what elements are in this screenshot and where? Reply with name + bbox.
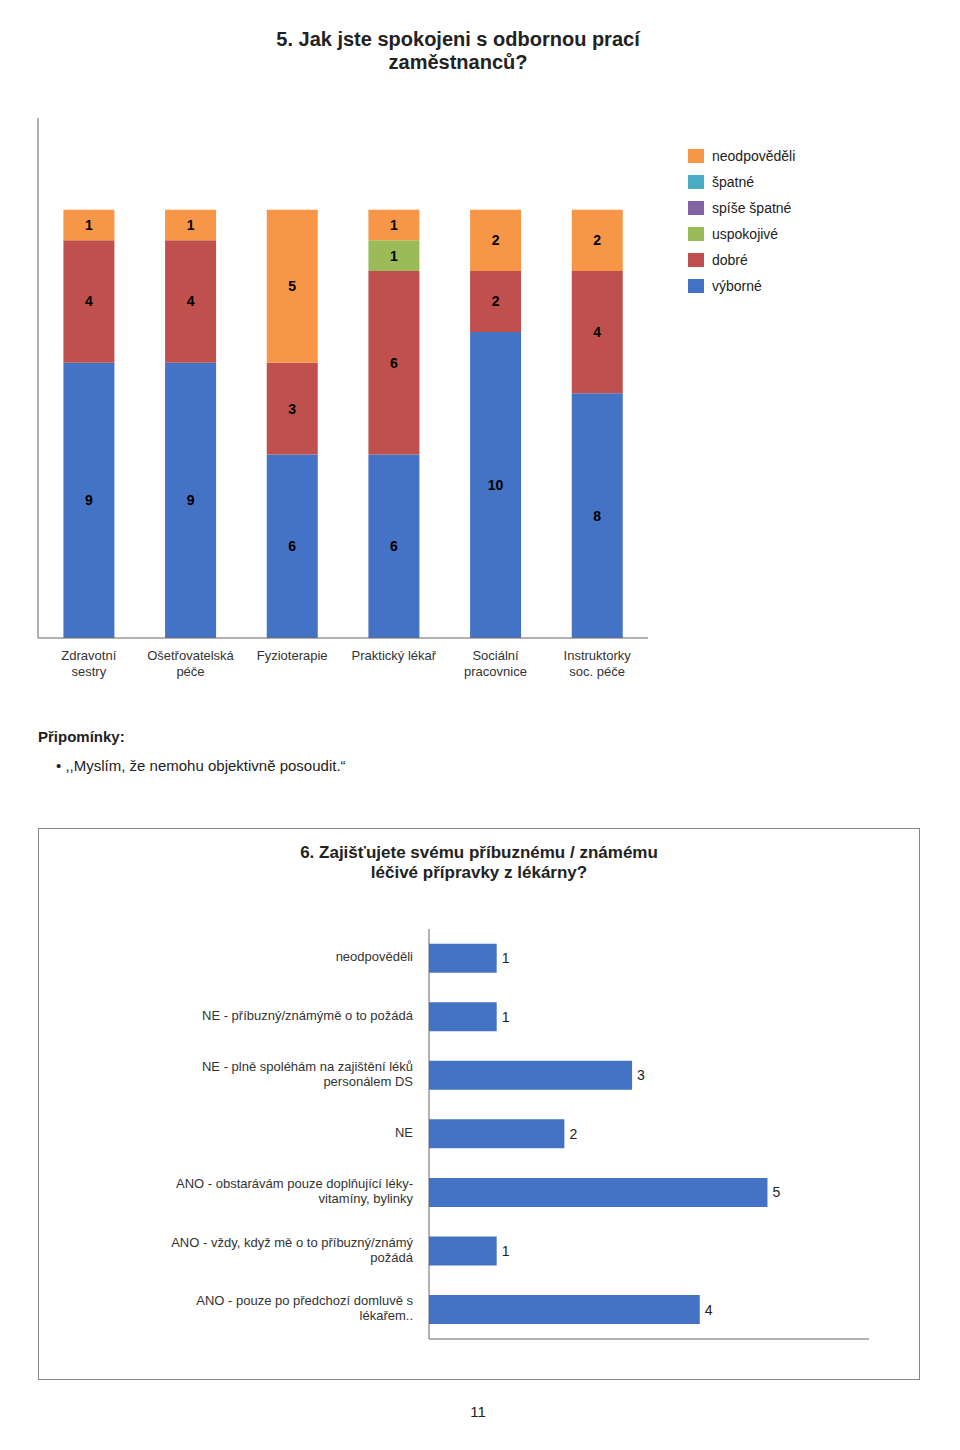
svg-text:2: 2 (593, 232, 601, 248)
svg-text:2: 2 (492, 232, 500, 248)
svg-text:ANO - obstarávám pouze doplňuj: ANO - obstarávám pouze doplňující léky-v… (176, 1177, 413, 1207)
svg-text:1: 1 (390, 248, 398, 264)
svg-text:1: 1 (502, 950, 510, 966)
svg-text:2: 2 (569, 1126, 577, 1142)
svg-text:Instruktorkysoc. péče: Instruktorkysoc. péče (564, 648, 632, 679)
svg-text:NE - příbuzný/známýmě o to pož: NE - příbuzný/známýmě o to požádá (202, 1008, 414, 1023)
html-text:uspokojivé: uspokojivé (712, 226, 779, 242)
svg-text:2: 2 (492, 293, 500, 309)
svg-text:1: 1 (187, 217, 195, 233)
svg-text:ANO - vždy, když mě o to příbu: ANO - vždy, když mě o to příbuzný/známýp… (171, 1235, 414, 1265)
svg-text:1: 1 (390, 217, 398, 233)
svg-text:1: 1 (502, 1009, 510, 1025)
svg-text:Fyzioterapie: Fyzioterapie (257, 648, 328, 663)
svg-text:4: 4 (705, 1302, 713, 1318)
svg-text:4: 4 (85, 293, 93, 309)
html-text:• ,,Myslím, že nemohu objektiv: • ,,Myslím, že nemohu objektivně posoudi… (56, 757, 346, 774)
svg-text:Praktický lékař: Praktický lékař (352, 648, 437, 663)
svg-text:3: 3 (288, 401, 296, 417)
svg-text:5: 5 (772, 1184, 780, 1200)
svg-text:9: 9 (187, 492, 195, 508)
svg-text:5: 5 (288, 278, 296, 294)
svg-text:3: 3 (637, 1067, 645, 1083)
html-text:Připomínky:: Připomínky: (38, 728, 125, 745)
svg-text:Zdravotnísestry: Zdravotnísestry (61, 648, 116, 679)
svg-text:NE - plně spoléhám na zajištěn: NE - plně spoléhám na zajištění lékůpers… (202, 1059, 413, 1089)
svg-text:ANO - pouze po předchozí domlu: ANO - pouze po předchozí domluvě slékaře… (196, 1294, 413, 1324)
html-text:výborné: výborné (712, 278, 762, 294)
svg-text:NE: NE (395, 1125, 413, 1140)
svg-text:6: 6 (390, 355, 398, 371)
svg-text:1: 1 (502, 1243, 510, 1259)
svg-text:6: 6 (390, 538, 398, 554)
svg-text:1: 1 (85, 217, 93, 233)
html-text:dobré: dobré (712, 252, 748, 268)
svg-text:10: 10 (488, 477, 504, 493)
svg-text:Sociálnípracovnice: Sociálnípracovnice (464, 648, 527, 679)
svg-text:neodpověděli: neodpověděli (336, 950, 413, 965)
svg-text:Ošetřovatelskápéče: Ošetřovatelskápéče (147, 648, 234, 679)
html-text:11: 11 (470, 1403, 486, 1420)
html-text:5. Jak jste spokojeni s odborn: 5. Jak jste spokojeni s odbornou prací z… (276, 28, 640, 73)
svg-text:6: 6 (288, 538, 296, 554)
html-text:špatné: špatné (712, 174, 754, 190)
svg-text:4: 4 (593, 324, 601, 340)
svg-text:8: 8 (593, 508, 601, 524)
html-text:spíše špatné: spíše špatné (712, 200, 792, 216)
svg-text:4: 4 (187, 293, 195, 309)
svg-text:9: 9 (85, 492, 93, 508)
html-text:neodpověděli: neodpověděli (712, 148, 796, 164)
html-text:6. Zajišťujete svému příbuzném: 6. Zajišťujete svému příbuznému / známém… (300, 843, 658, 882)
